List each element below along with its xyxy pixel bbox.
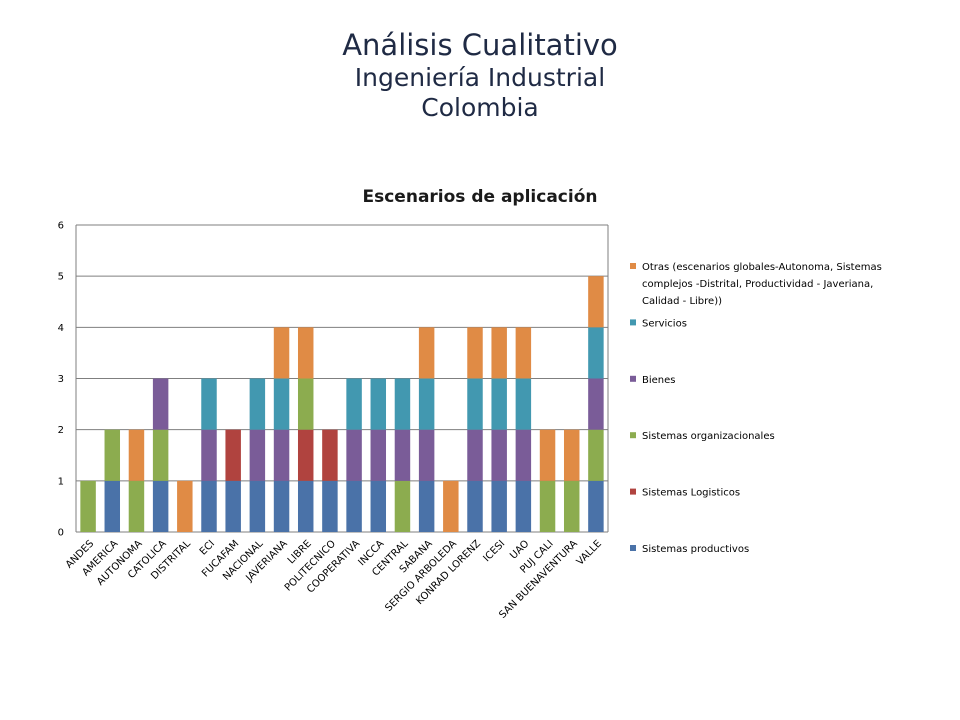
bar-segment [225,480,241,532]
bar-segment [128,429,145,481]
legend-label: Sistemas productivos [642,544,749,555]
bar-segment [322,429,338,481]
legend-swatch [630,432,636,439]
bar-segment [128,480,145,532]
legend-swatch [630,545,636,551]
legend-label: Sistemas Logisticos [642,488,740,499]
bar-segment [491,429,507,481]
bar-segment [588,429,604,481]
bar-segment [273,480,290,532]
y-tick-label: 3 [58,374,64,385]
y-tick-label: 0 [58,528,64,539]
legend-label: Servicios [642,318,687,329]
legend-swatch [630,319,636,326]
bar-segment [418,327,435,379]
bar-segment [80,480,96,532]
chart-title: Escenarios de aplicación [363,187,598,207]
bar-segment [152,480,169,532]
bar-segment [297,480,314,532]
bar-segment [322,480,338,532]
bar-segment [104,480,121,532]
page-subtitle-country: Colombia [421,92,539,122]
bar-segment [249,429,266,481]
bar-segment [370,429,387,481]
bar-segment [297,429,314,481]
bar-segment [515,378,532,430]
bar-segment [297,378,314,430]
bar-segment [201,480,217,532]
y-tick-label: 4 [58,323,64,334]
bar-segment [249,480,266,532]
bar-segment [273,429,290,481]
bar-segment [273,378,290,430]
bar-segment [467,429,483,481]
y-tick-label: 6 [58,221,64,232]
bar-segment [588,276,604,328]
y-tick-label: 1 [58,476,64,487]
bar-segment [104,429,121,481]
bar-segment [588,327,604,379]
bar-segment [491,480,507,532]
bar-segment [201,378,217,430]
bar-segment [346,480,362,532]
bar-segment [515,429,532,481]
y-tick-label: 5 [58,272,64,283]
bar-segment [249,378,266,430]
bar-segment [491,327,507,379]
bar-segment [515,480,532,532]
bar-segment [152,378,169,430]
bar-segment [394,429,411,481]
slide-title: Análisis Cualitativo Ingeniería Industri… [0,28,960,123]
bar-segment [346,429,362,481]
legend-label: Bienes [642,375,676,386]
bar-segment [563,429,580,481]
bar-segment [588,480,604,532]
legend-swatch [630,488,636,495]
bar-segment [370,480,387,532]
bar-segment [297,327,314,379]
x-category-label: ECI [198,538,217,557]
bar-segment [467,480,483,532]
bar-segment [152,429,169,481]
page-subtitle-program: Ingeniería Industrial [354,62,606,92]
bar-segment [467,378,483,430]
bar-segment [201,429,217,481]
legend-swatch [630,263,636,269]
legend-label: complejos -Distrital, Productividad - Ja… [642,279,873,290]
bar-segment [491,378,507,430]
bar-segment [539,429,556,481]
bar-segment [177,480,193,532]
y-axis: 0 1 2 3 4 5 6 [58,221,609,539]
bar-segment [515,327,532,379]
bar-segment [418,480,435,532]
bar-segment [370,378,387,430]
legend-label: Otras (escenarios globales-Autonoma, Sis… [642,262,882,273]
bar-segment [443,480,459,532]
legend-swatch [630,375,636,382]
bar-segment [346,378,362,430]
chart-legend: Otras (escenarios globales-Autonoma, Sis… [630,262,882,555]
bar-segment [418,378,435,430]
legend-label: Sistemas organizacionales [642,431,775,442]
bar-segment [225,429,241,481]
bar-segment [467,327,483,379]
bar-segment [394,480,411,532]
page-title: Análisis Cualitativo [342,28,618,62]
x-category-label: ICESI [481,538,507,564]
legend-label: Calidad - Libre)) [642,296,722,307]
bar-segment [418,429,435,481]
x-category-label: VALLE [575,538,604,567]
y-tick-label: 2 [58,425,64,436]
bar-segment [539,480,556,532]
bar-segment [563,480,580,532]
bar-segment [273,327,290,379]
bar-segment [394,378,411,430]
bar-segment [588,378,604,430]
chart-bars [80,276,604,532]
